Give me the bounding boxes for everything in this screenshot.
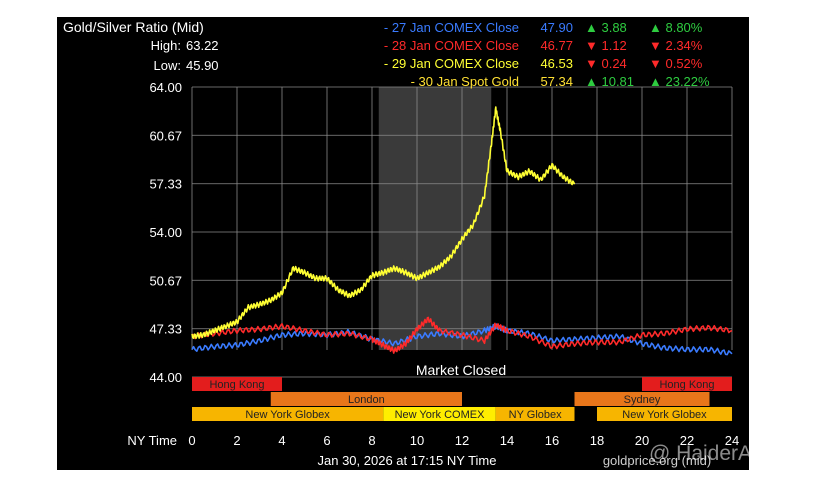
- chart-header: Gold/Silver Ratio (Mid) High: 63.22 Low:…: [63, 19, 219, 73]
- x-tick-label: 18: [590, 433, 604, 448]
- legend-series-pct: ▼ 0.52%: [649, 56, 703, 71]
- x-tick-label: 24: [725, 433, 739, 448]
- high-value: 63.22: [186, 38, 219, 53]
- x-tick-label: 0: [188, 433, 195, 448]
- legend-series-value: 57.34: [540, 74, 573, 89]
- legend-series-label: - 30 Jan Spot Gold: [411, 74, 519, 89]
- y-tick-label: 44.00: [149, 370, 182, 385]
- gold-silver-ratio-chart: Hong Kong Hong Kong London Sydney New York G…: [63, 19, 775, 468]
- series-line-2: [191, 316, 733, 354]
- y-tick-label: 60.67: [149, 128, 182, 143]
- grid-lines: [191, 86, 733, 378]
- y-tick-label: 64.00: [149, 80, 182, 95]
- session-label: London: [348, 394, 385, 406]
- legend-series-change: ▲ 10.81: [585, 74, 634, 89]
- market-closed-shade: [378, 87, 492, 350]
- x-tick-label: 20: [635, 433, 649, 448]
- session-bar: [192, 377, 282, 391]
- series-line-1: [191, 323, 733, 356]
- legend-series-change: ▼ 1.12: [585, 38, 627, 53]
- series-line-3: [191, 106, 576, 340]
- session-label: Hong Kong: [209, 379, 264, 391]
- session-bar: [383, 407, 496, 421]
- x-tick-label: 14: [500, 433, 514, 448]
- session-bar: [642, 377, 732, 391]
- x-tick-label: 8: [368, 433, 375, 448]
- high-label: High:: [151, 38, 181, 53]
- session-label: Sydney: [624, 394, 661, 406]
- legend-series-value: 47.90: [540, 20, 573, 35]
- session-label: New York COMEX: [395, 409, 486, 421]
- session-bar: [597, 407, 732, 421]
- x-tick-label: 16: [545, 433, 559, 448]
- legend-series-change: ▲ 3.88: [585, 20, 627, 35]
- footer-source: goldprice.org (mid): [603, 453, 711, 468]
- session-bar: [495, 407, 575, 421]
- y-tick-label: 50.67: [149, 273, 182, 288]
- session-label: Hong Kong: [659, 379, 714, 391]
- chart-panel: Hong Kong Hong Kong London Sydney New York G…: [57, 17, 775, 470]
- legend-series-pct: ▲ 8.80%: [649, 20, 703, 35]
- y-tick-label: 47.33: [149, 322, 182, 337]
- x-tick-label: 22: [680, 433, 694, 448]
- x-axis-label: NY Time: [127, 433, 177, 448]
- trading-sessions: Hong Kong Hong Kong London Sydney New York G…: [192, 377, 732, 421]
- legend-series-value: 46.53: [540, 56, 573, 71]
- chart-title: Gold/Silver Ratio (Mid): [63, 19, 204, 35]
- session-label: New York Globex: [245, 409, 330, 421]
- session-bar: [270, 392, 462, 406]
- market-closed-label: Market Closed: [416, 362, 506, 378]
- low-value: 45.90: [186, 58, 219, 73]
- x-tick-label: 6: [323, 433, 330, 448]
- legend: - 27 Jan COMEX Close 47.90 ▲ 3.88 ▲ 8.80% - …: [384, 20, 710, 89]
- low-label: Low:: [154, 58, 181, 73]
- legend-series-pct: ▼ 2.34%: [649, 38, 703, 53]
- legend-series-label: - 29 Jan COMEX Close: [384, 56, 519, 71]
- legend-series-change: ▼ 0.24: [585, 56, 627, 71]
- session-label: New York Globex: [622, 409, 707, 421]
- series-lines: [191, 106, 733, 356]
- x-tick-label: 12: [455, 433, 469, 448]
- x-tick-label: 4: [278, 433, 285, 448]
- legend-series-pct: ▲ 23.22%: [649, 74, 710, 89]
- legend-series-label: - 28 Jan COMEX Close: [384, 38, 519, 53]
- market-closed-region: [378, 87, 492, 350]
- legend-series-label: - 27 Jan COMEX Close: [384, 20, 519, 35]
- y-tick-label: 57.33: [149, 177, 182, 192]
- session-bar: [574, 392, 710, 406]
- footer-date: Jan 30, 2026 at 17:15 NY Time: [318, 453, 497, 468]
- x-tick-label: 10: [410, 433, 424, 448]
- legend-series-value: 46.77: [540, 38, 573, 53]
- session-label: NY Globex: [509, 409, 562, 421]
- watermark-text: @ HaiderAliiii: [649, 442, 749, 465]
- session-bar: [192, 407, 384, 421]
- x-tick-label: 2: [233, 433, 240, 448]
- y-tick-label: 54.00: [149, 225, 182, 240]
